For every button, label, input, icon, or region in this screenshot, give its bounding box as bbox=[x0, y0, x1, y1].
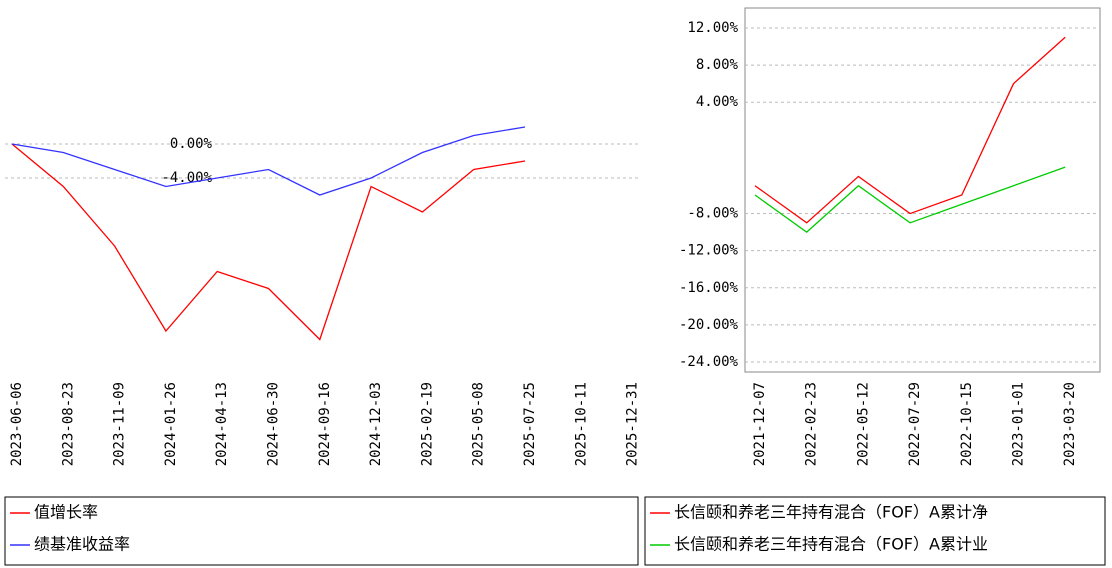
x-tick-label: 2024-09-16 bbox=[317, 382, 333, 466]
x-tick-label: 2023-03-20 bbox=[1062, 382, 1078, 466]
series-line bbox=[12, 144, 525, 340]
x-tick-label: 2022-07-29 bbox=[907, 382, 923, 466]
legend-label: 长信颐和养老三年持有混合（FOF）A累计业 bbox=[674, 535, 988, 554]
x-tick-label: 2025-05-08 bbox=[471, 382, 487, 466]
x-tick-label: 2022-05-12 bbox=[855, 382, 871, 466]
y-tick-label: -20.00% bbox=[679, 317, 739, 333]
x-tick-label: 2025-12-31 bbox=[625, 382, 641, 466]
y-tick-label: 4.00% bbox=[696, 94, 739, 110]
plot-frame bbox=[745, 8, 1100, 372]
x-tick-label: 2022-02-23 bbox=[804, 382, 820, 466]
y-tick-label: 0.00% bbox=[170, 136, 213, 152]
x-tick-label: 2025-10-11 bbox=[573, 382, 589, 466]
legend-entry: 长信颐和养老三年持有混合（FOF）A累计净 bbox=[650, 503, 988, 522]
legend-entry: 长信颐和养老三年持有混合（FOF）A累计业 bbox=[650, 535, 988, 554]
x-tick-label: 2023-06-06 bbox=[9, 382, 25, 466]
y-tick-label: 12.00% bbox=[687, 20, 738, 36]
x-tick-label: 2023-01-01 bbox=[1011, 382, 1027, 466]
x-tick-label: 2025-02-19 bbox=[419, 382, 435, 466]
y-tick-label: -12.00% bbox=[679, 243, 739, 259]
x-tick-label: 2025-07-25 bbox=[522, 382, 538, 466]
x-tick-label: 2023-08-23 bbox=[60, 382, 76, 466]
y-tick-label: -24.00% bbox=[679, 354, 739, 370]
y-tick-label: -8.00% bbox=[687, 206, 738, 222]
legend-label: 值增长率 bbox=[34, 503, 98, 522]
chart-screenshot: 0.00%-4.00%2023-06-062023-08-232023-11-0… bbox=[0, 0, 1112, 568]
legend-entry: 值增长率 bbox=[10, 503, 98, 522]
y-tick-label: 8.00% bbox=[696, 57, 739, 73]
x-tick-label: 2022-10-15 bbox=[959, 382, 975, 466]
legend-label: 长信颐和养老三年持有混合（FOF）A累计净 bbox=[674, 503, 988, 522]
legend-entry: 绩基准收益率 bbox=[10, 535, 130, 554]
x-tick-label: 2024-04-13 bbox=[214, 382, 230, 466]
series-line bbox=[12, 127, 525, 195]
legend-box bbox=[5, 497, 638, 565]
y-tick-label: -16.00% bbox=[679, 280, 739, 296]
legend-label: 绩基准收益率 bbox=[34, 535, 130, 554]
x-tick-label: 2023-11-09 bbox=[112, 382, 128, 466]
x-tick-label: 2021-12-07 bbox=[752, 382, 768, 466]
x-tick-label: 2024-06-30 bbox=[266, 382, 282, 466]
x-tick-label: 2024-12-03 bbox=[368, 382, 384, 466]
x-tick-label: 2024-01-26 bbox=[163, 382, 179, 466]
series-line bbox=[755, 167, 1065, 232]
